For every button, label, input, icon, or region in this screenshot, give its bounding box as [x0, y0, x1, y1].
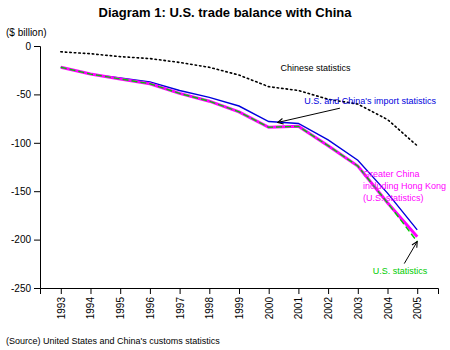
tick-label: -100 [11, 138, 31, 149]
tick: 1995 [115, 288, 126, 319]
tick-label: 2002 [323, 297, 334, 320]
tick: 1997 [175, 288, 186, 319]
tick-mark [269, 288, 270, 294]
tick-label: 2001 [293, 297, 304, 320]
tick: 2001 [293, 288, 304, 319]
tick: 2005 [412, 288, 423, 319]
tick-mark [34, 191, 40, 192]
x-axis: 1993 1994 1995 1996 1997 1998 1999 2000 2001 2002… [41, 288, 439, 319]
lines [61, 52, 417, 242]
tick: 1996 [145, 288, 156, 319]
tick-mark [417, 288, 418, 294]
chart: 1993 1994 1995 1996 1997 1998 1999 2000 2001 2002… [0, 0, 450, 350]
tick: -150 [11, 186, 40, 197]
plot-area: 1993 1994 1995 1996 1997 1998 1999 2000 2001 2002… [11, 41, 446, 320]
tick-label: 2004 [383, 297, 394, 320]
tick-label: 2003 [353, 297, 364, 320]
annotation-line: (U.S. statistics) [363, 193, 424, 203]
axis-line [41, 289, 439, 295]
y-axis: 0 -50 -100 -150 -200 -250 [11, 41, 41, 294]
tick-mark [34, 94, 40, 95]
annotation: Greater China including Hong Kong (U.S. st… [363, 169, 446, 202]
series-line [61, 67, 417, 230]
tick-label: 0 [25, 41, 31, 52]
tick-label: -150 [11, 186, 31, 197]
y-axis-label: ($ billion) [6, 27, 47, 38]
tick-label: -50 [17, 89, 32, 100]
annotation-line: Greater China [363, 169, 420, 179]
tick: 2000 [264, 288, 275, 319]
tick-mark [34, 46, 40, 47]
tick-mark [358, 288, 359, 294]
source: (Source) United States and China's custo… [6, 336, 220, 346]
tick-mark [34, 288, 40, 289]
tick-label: 1993 [56, 297, 67, 320]
series-line [61, 67, 417, 236]
tick-label: -250 [11, 283, 31, 294]
tick-mark [239, 288, 240, 294]
tick: -50 [17, 89, 40, 100]
tick: 2004 [383, 288, 394, 319]
tick: -250 [11, 283, 40, 294]
tick-label: 1998 [204, 297, 215, 320]
tick-label: 1999 [234, 297, 245, 320]
annotation: U.S. statistics [373, 266, 428, 276]
annotation-line: including Hong Kong [363, 181, 446, 191]
title: Diagram 1: U.S. trade balance with China [99, 5, 353, 20]
tick-label: 1995 [115, 297, 126, 320]
tick-mark [34, 240, 40, 241]
tick: 1993 [56, 288, 67, 319]
tick-label: -200 [11, 234, 31, 245]
tick-label: 1994 [85, 297, 96, 320]
tick-mark [388, 288, 389, 294]
tick-mark [209, 288, 210, 294]
series-line [61, 67, 417, 241]
tick: 1998 [204, 288, 215, 319]
tick: 1994 [85, 288, 96, 319]
tick: -100 [11, 138, 40, 149]
tick-label: 1997 [175, 297, 186, 320]
tick-mark [180, 288, 181, 294]
tick-mark [150, 288, 151, 294]
tick-mark [298, 288, 299, 294]
tick: 2003 [353, 288, 364, 319]
annotation: Chinese statistics [281, 63, 352, 73]
annotations: Chinese statistics U.S. and China's impor… [278, 63, 446, 275]
tick: 2002 [323, 288, 334, 319]
tick: 0 [25, 41, 40, 52]
annotation-arrow [278, 108, 340, 122]
axis-line [34, 47, 41, 289]
tick-label: 2000 [264, 297, 275, 320]
tick: 1999 [234, 288, 245, 319]
tick: -200 [11, 234, 40, 245]
annotation: U.S. and China's import statistics [304, 96, 436, 106]
tick-label: 2005 [412, 297, 423, 320]
annotation-arrow [404, 242, 417, 264]
tick-mark [34, 143, 40, 144]
tick-mark [120, 288, 121, 294]
tick-mark [90, 288, 91, 294]
tick-mark [61, 288, 62, 294]
tick-label: 1996 [145, 297, 156, 320]
tick-mark [328, 288, 329, 294]
